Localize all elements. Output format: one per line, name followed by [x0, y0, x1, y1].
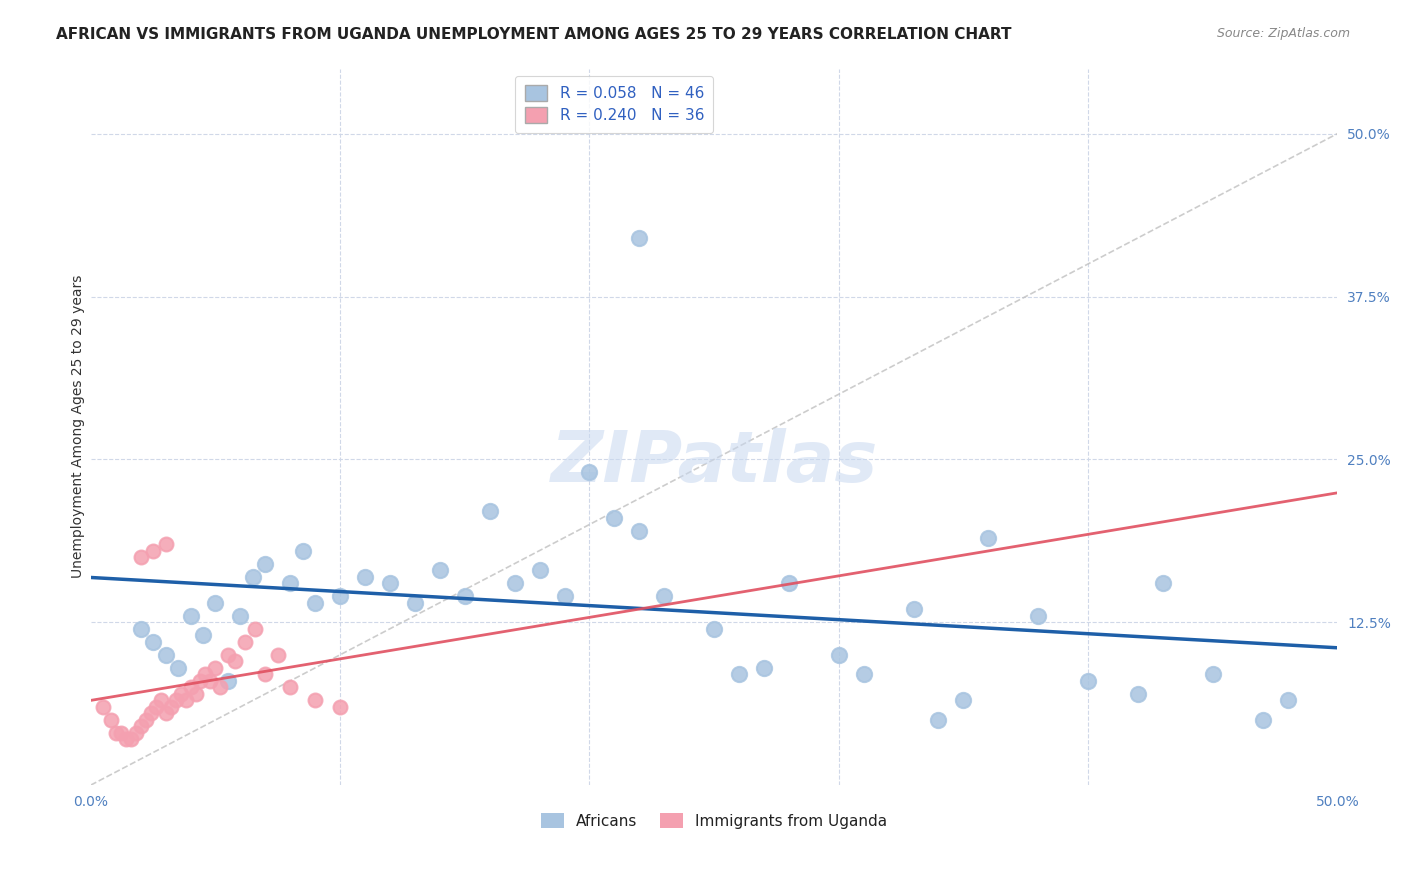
Point	[828, 648, 851, 662]
Point	[135, 713, 157, 727]
Point	[235, 634, 257, 648]
Point	[1126, 687, 1149, 701]
Text: AFRICAN VS IMMIGRANTS FROM UGANDA UNEMPLOYMENT AMONG AGES 25 TO 29 YEARS CORRELA: AFRICAN VS IMMIGRANTS FROM UGANDA UNEMPL…	[56, 27, 1012, 42]
Point	[278, 681, 301, 695]
Point	[139, 706, 162, 721]
Point	[224, 654, 246, 668]
Point	[174, 693, 197, 707]
Point	[903, 602, 925, 616]
Point	[267, 648, 290, 662]
Point	[155, 706, 177, 721]
Point	[304, 693, 326, 707]
Point	[100, 713, 122, 727]
Point	[159, 700, 181, 714]
Point	[529, 563, 551, 577]
Point	[927, 713, 949, 727]
Point	[254, 557, 277, 571]
Point	[245, 622, 267, 636]
Point	[578, 466, 600, 480]
Point	[703, 622, 725, 636]
Point	[149, 693, 172, 707]
Point	[242, 569, 264, 583]
Point	[169, 687, 191, 701]
Point	[114, 732, 136, 747]
Point	[778, 576, 800, 591]
Point	[91, 700, 114, 714]
Point	[129, 719, 152, 733]
Point	[1251, 713, 1274, 727]
Point	[628, 524, 651, 538]
Point	[167, 661, 190, 675]
Point	[454, 589, 477, 603]
Point	[191, 628, 214, 642]
Point	[478, 504, 501, 518]
Point	[728, 667, 751, 681]
Point	[120, 732, 142, 747]
Point	[329, 589, 352, 603]
Point	[852, 667, 875, 681]
Point	[142, 543, 165, 558]
Point	[129, 550, 152, 565]
Point	[184, 687, 207, 701]
Y-axis label: Unemployment Among Ages 25 to 29 years: Unemployment Among Ages 25 to 29 years	[72, 275, 86, 579]
Point	[278, 576, 301, 591]
Point	[155, 648, 177, 662]
Point	[217, 673, 239, 688]
Point	[129, 622, 152, 636]
Point	[952, 693, 974, 707]
Point	[229, 608, 252, 623]
Point	[200, 673, 222, 688]
Point	[180, 608, 202, 623]
Point	[652, 589, 675, 603]
Point	[1026, 608, 1049, 623]
Legend: Africans, Immigrants from Uganda: Africans, Immigrants from Uganda	[534, 806, 894, 835]
Point	[378, 576, 401, 591]
Point	[142, 634, 165, 648]
Point	[291, 543, 314, 558]
Point	[1077, 673, 1099, 688]
Point	[603, 511, 626, 525]
Point	[217, 648, 239, 662]
Point	[204, 596, 226, 610]
Point	[110, 726, 132, 740]
Text: Source: ZipAtlas.com: Source: ZipAtlas.com	[1216, 27, 1350, 40]
Point	[194, 667, 217, 681]
Point	[752, 661, 775, 675]
Point	[165, 693, 187, 707]
Point	[1152, 576, 1174, 591]
Point	[404, 596, 426, 610]
Point	[209, 681, 232, 695]
Point	[1202, 667, 1225, 681]
Point	[329, 700, 352, 714]
Point	[977, 531, 1000, 545]
Point	[354, 569, 377, 583]
Point	[304, 596, 326, 610]
Text: ZIPatlas: ZIPatlas	[550, 428, 877, 497]
Point	[1277, 693, 1299, 707]
Point	[204, 661, 226, 675]
Point	[429, 563, 451, 577]
Point	[155, 537, 177, 551]
Point	[254, 667, 277, 681]
Point	[503, 576, 526, 591]
Point	[104, 726, 127, 740]
Point	[553, 589, 575, 603]
Point	[628, 231, 651, 245]
Point	[180, 681, 202, 695]
Point	[145, 700, 167, 714]
Point	[190, 673, 212, 688]
Point	[124, 726, 146, 740]
